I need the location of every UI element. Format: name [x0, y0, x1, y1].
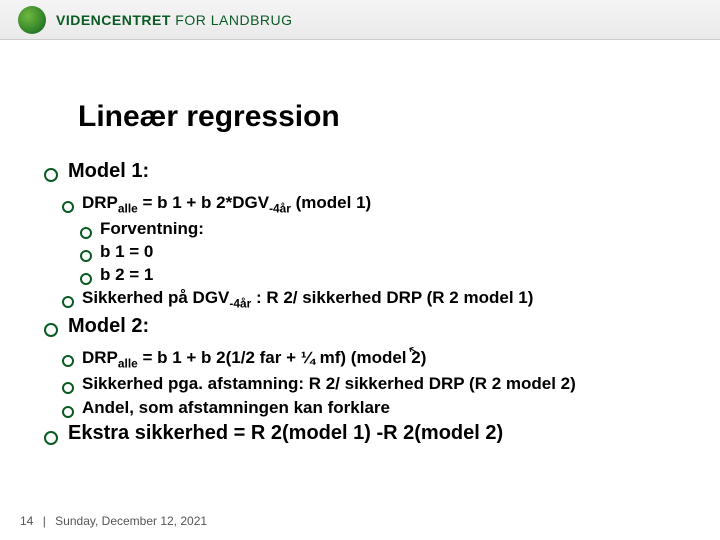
content: Model 1: DRPalle = b 1 + b 2*DGV-4år (mo… — [38, 160, 690, 455]
footer: 14 | Sunday, December 12, 2021 — [20, 514, 207, 528]
slide: VIDENCENTRET FOR LANDBRUG Lineær regress… — [0, 0, 720, 540]
page-title: Lineær regression — [78, 100, 340, 134]
model2-andel: Andel, som afstamningen kan forklare — [56, 398, 690, 418]
model1-forventning: Forventning: — [74, 219, 690, 239]
model2-sikkerhed: Sikkerhed pga. afstamning: R 2/ sikkerhe… — [56, 374, 690, 394]
logo-icon — [18, 6, 46, 34]
model1-b1: b 1 = 0 — [74, 242, 690, 262]
brand-mid: FOR — [171, 12, 211, 28]
footer-sep: | — [43, 514, 46, 528]
footer-page: 14 — [20, 514, 33, 528]
ekstra-sikkerhed: Ekstra sikkerhed = R 2(model 1) -R 2(mod… — [38, 422, 690, 445]
model1-heading: Model 1: — [38, 160, 690, 183]
brand-tail: LANDBRUG — [211, 12, 293, 28]
footer-date: Sunday, December 12, 2021 — [55, 514, 207, 528]
model1-sikkerhed: Sikkerhed på DGV-4år : R 2/ sikkerhed DR… — [56, 288, 690, 310]
model2-equation: DRPalle = b 1 + b 2(1/2 far + ¼ mf) (mod… — [56, 348, 690, 370]
model2-heading: Model 2: — [38, 315, 690, 338]
header: VIDENCENTRET FOR LANDBRUG — [0, 0, 720, 40]
model1-equation: DRPalle = b 1 + b 2*DGV-4år (model 1) — [56, 193, 690, 215]
brand-strong: VIDENCENTRET — [56, 12, 171, 28]
model1-b2: b 2 = 1 — [74, 265, 690, 285]
brand-text: VIDENCENTRET FOR LANDBRUG — [56, 12, 293, 28]
